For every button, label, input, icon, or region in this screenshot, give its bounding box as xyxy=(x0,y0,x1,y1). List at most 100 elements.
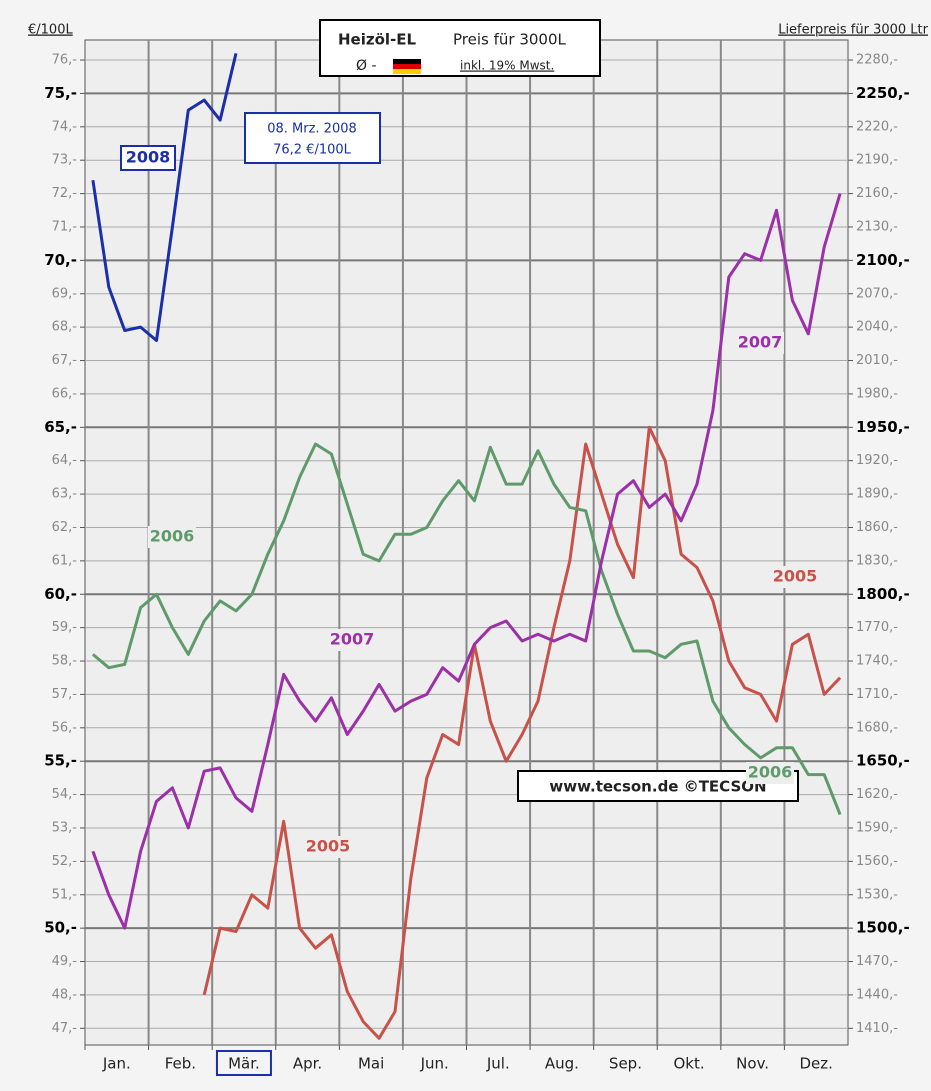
y2-tick-label: 1500,- xyxy=(856,919,910,937)
series-label-bg xyxy=(746,762,794,784)
y2-tick-label: 1440,- xyxy=(856,987,898,1002)
y-tick-label: 57,- xyxy=(52,687,78,702)
series-label: 2008 xyxy=(126,148,171,167)
y2-tick-label: 1740,- xyxy=(856,654,898,669)
series-label: 2005 xyxy=(773,567,818,586)
watermark-box xyxy=(517,770,799,802)
y2-tick-label: 2070,- xyxy=(856,286,898,301)
y2-tick-label: 1800,- xyxy=(856,585,910,603)
series-label-bg xyxy=(304,836,352,858)
y-tick-label: 70,- xyxy=(44,251,77,269)
y-tick-label: 68,- xyxy=(52,320,78,335)
y2-tick-label: 1890,- xyxy=(856,487,898,502)
y2-tick-label: 2100,- xyxy=(856,251,910,269)
x-tick-label: Nov. xyxy=(736,1055,769,1073)
series-label: 2005 xyxy=(306,837,351,856)
x-tick-label: Dez. xyxy=(799,1055,832,1073)
y2-tick-label: 2190,- xyxy=(856,153,898,168)
y2-tick-label: 1680,- xyxy=(856,720,898,735)
y-tick-label: 73,- xyxy=(52,153,78,168)
y2-tick-label: 1470,- xyxy=(856,954,898,969)
series-line xyxy=(202,425,842,1040)
y2-tick-label: 1950,- xyxy=(856,418,910,436)
y-tick-label: 56,- xyxy=(52,720,78,735)
y2-tick-label: 2220,- xyxy=(856,119,898,134)
y2-tick-label: 1980,- xyxy=(856,386,898,401)
x-tick-label: Aug. xyxy=(545,1055,579,1073)
y-tick-label: 76,- xyxy=(52,53,78,68)
series-label: 2006 xyxy=(150,527,195,546)
annotation-box xyxy=(244,112,381,164)
y-tick-label: 59,- xyxy=(52,620,78,635)
series-label-bg xyxy=(328,629,376,651)
y-tick-label: 66,- xyxy=(52,386,78,401)
y2-tick-label: 1860,- xyxy=(856,520,898,535)
y-tick-label: 54,- xyxy=(52,787,78,802)
y2-tick-label: 1770,- xyxy=(856,620,898,635)
watermark: www.tecson.de ©TECSON xyxy=(549,778,766,796)
y2-tick-label: 1920,- xyxy=(856,453,898,468)
y-tick-label: 75,- xyxy=(44,84,77,102)
x-tick-label: Mär. xyxy=(228,1055,260,1073)
y-axis-label: €/100L xyxy=(28,23,73,38)
y-tick-label: 47,- xyxy=(52,1021,78,1036)
flag-black xyxy=(393,59,421,64)
series-label: 2007 xyxy=(330,630,375,649)
y-tick-label: 52,- xyxy=(52,854,78,869)
y-tick-label: 65,- xyxy=(44,418,77,436)
x-tick-label: Sep. xyxy=(609,1055,642,1073)
series-line xyxy=(91,193,842,930)
title-box xyxy=(319,19,601,77)
series-label: 2007 xyxy=(738,333,783,352)
y2-tick-label: 2280,- xyxy=(856,53,898,68)
x-tick-label: Okt. xyxy=(673,1055,704,1073)
y2-tick-label: 1530,- xyxy=(856,887,898,902)
x-tick-label: Jun. xyxy=(420,1055,449,1073)
series-label-box xyxy=(120,145,176,171)
average-label: Ø - xyxy=(356,58,377,74)
y2-tick-label: 1560,- xyxy=(856,854,898,869)
y2-tick-label: 2160,- xyxy=(856,186,898,201)
y-tick-label: 58,- xyxy=(52,654,78,669)
y-tick-label: 53,- xyxy=(52,820,78,835)
flag-red xyxy=(393,64,421,69)
y2-tick-label: 2130,- xyxy=(856,219,898,234)
chart-title: Heizöl-EL xyxy=(338,31,417,49)
y2-tick-label: 1590,- xyxy=(856,820,898,835)
y2-tick-label: 1830,- xyxy=(856,553,898,568)
series-label-bg xyxy=(736,332,784,354)
y-tick-label: 48,- xyxy=(52,987,78,1002)
annotation-date: 08. Mrz. 2008 xyxy=(267,122,357,137)
y-tick-label: 67,- xyxy=(52,353,78,368)
series-line xyxy=(91,442,842,816)
y-tick-label: 49,- xyxy=(52,954,78,969)
subtitle: Preis für 3000L xyxy=(453,31,566,49)
y-tick-label: 64,- xyxy=(52,453,78,468)
y-tick-label: 72,- xyxy=(52,186,78,201)
y2-tick-label: 2010,- xyxy=(856,353,898,368)
y2-tick-label: 1710,- xyxy=(856,687,898,702)
series-label-bg xyxy=(148,526,196,548)
tax-note: inkl. 19% Mwst. xyxy=(460,59,554,73)
y-tick-label: 74,- xyxy=(52,119,78,134)
x-tick-label: Jan. xyxy=(102,1055,131,1073)
series-label-bg xyxy=(771,566,819,588)
x-tick-label: Jul. xyxy=(486,1055,510,1073)
y-tick-label: 50,- xyxy=(44,919,77,937)
y-tick-label: 60,- xyxy=(44,585,77,603)
y-tick-label: 71,- xyxy=(52,219,78,234)
y-tick-label: 61,- xyxy=(52,553,78,568)
y2-tick-label: 1620,- xyxy=(856,787,898,802)
annotation-price: 76,2 €/100L xyxy=(273,143,352,158)
y2-tick-label: 1650,- xyxy=(856,752,910,770)
y2-tick-label: 2250,- xyxy=(856,84,910,102)
y2-tick-label: 1410,- xyxy=(856,1021,898,1036)
flag-gold xyxy=(393,69,421,74)
y-tick-label: 51,- xyxy=(52,887,78,902)
y-tick-label: 62,- xyxy=(52,520,78,535)
y-tick-label: 55,- xyxy=(44,752,77,770)
y2-axis-label: Lieferpreis für 3000 Ltr xyxy=(778,23,928,38)
x-tick-label: Mai xyxy=(358,1055,384,1073)
current-month-box xyxy=(215,1050,272,1076)
